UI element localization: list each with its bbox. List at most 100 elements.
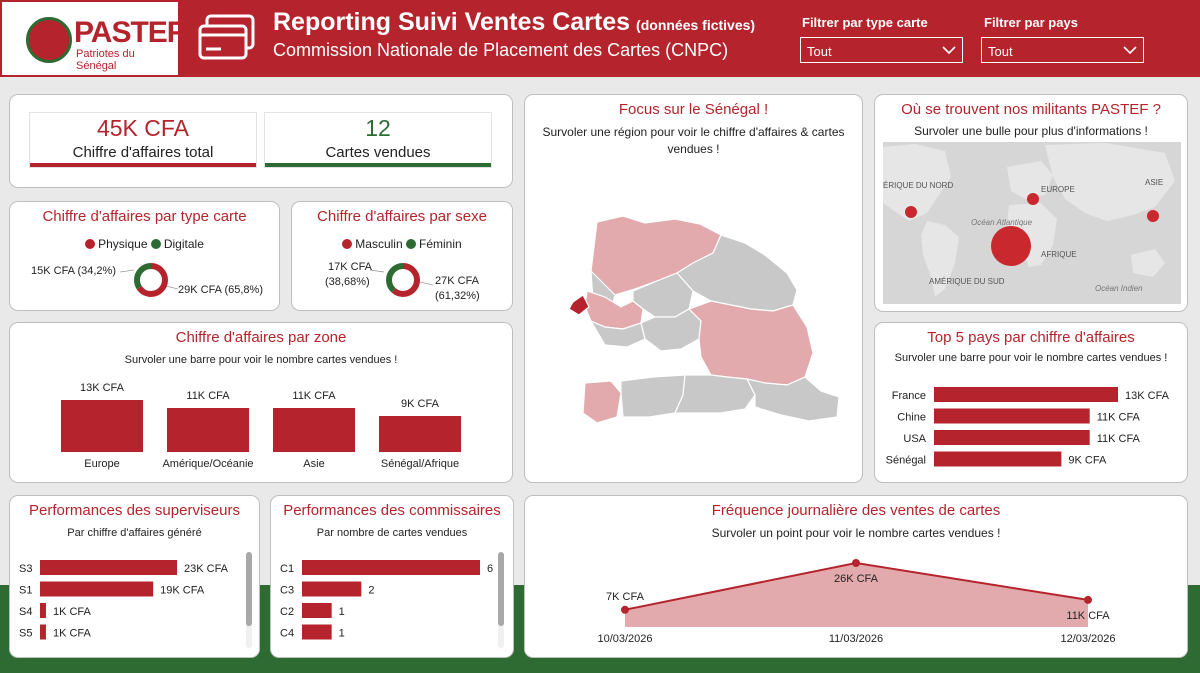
donut-slice-feminin[interactable] xyxy=(386,263,420,297)
kpi-cards-label: Cartes vendues xyxy=(325,144,431,161)
legend-dot-icon xyxy=(406,239,416,249)
senegal-region-map[interactable] xyxy=(525,95,864,484)
filter-country-select[interactable]: Tout xyxy=(981,37,1144,63)
revenue-by-sex-donut[interactable] xyxy=(292,202,514,312)
militants-location-title: Où se trouvent nos militants PASTEF ? xyxy=(901,101,1161,118)
revenue-by-zone-subtitle: Survoler une barre pour voir le nombre c… xyxy=(124,354,398,366)
top5-category-label: France xyxy=(892,390,926,402)
top5-value-label: 11K CFA xyxy=(1097,433,1141,445)
supervisor-category-label: S5 xyxy=(19,628,32,640)
revenue-by-type-panel: Chiffre d'affaires par type carte Physiq… xyxy=(9,201,280,311)
legend-dot-icon xyxy=(342,239,353,249)
zone-bar-3[interactable] xyxy=(379,416,461,452)
top5-value-label: 9K CFA xyxy=(1068,455,1107,467)
supervisors-scrollbar[interactable] xyxy=(246,552,252,648)
revenue-by-sex-panel: Chiffre d'affaires par sexe Masculin Fém… xyxy=(291,201,513,311)
supervisor-category-label: S4 xyxy=(19,606,32,618)
bubble-senegal[interactable] xyxy=(991,226,1031,266)
revenue-by-type-donut[interactable] xyxy=(10,202,281,312)
revenue-by-sex-legend: Masculin Féminin xyxy=(292,237,512,251)
logo-emblem-icon xyxy=(26,17,72,63)
logo: PASTEF Patriotes du Sénégal xyxy=(2,2,185,75)
militants-location-subtitle: Survoler une bulle pour plus d'informati… xyxy=(914,124,1148,138)
commissioner-value-label: 1 xyxy=(339,606,345,618)
supervisor-category-label: S1 xyxy=(19,585,32,597)
top5-countries-subtitle: Survoler une barre pour voir le nombre c… xyxy=(894,352,1168,364)
legend-dot-icon xyxy=(150,239,161,249)
supervisor-bar-0[interactable] xyxy=(40,560,177,575)
supervisors-panel: Performances des superviseurs Par chiffr… xyxy=(9,495,260,658)
legend-item-masculin[interactable]: Masculin xyxy=(342,237,403,251)
top5-countries-chart: France 13K CFA Chine 11K CFA USA 11K CFA Sénég… xyxy=(886,387,1170,467)
legend-item-physique[interactable]: Physique xyxy=(85,237,148,251)
supervisor-value-label: 19K CFA xyxy=(160,585,205,597)
top5-bar-1[interactable] xyxy=(934,408,1090,424)
top5-bar-0[interactable] xyxy=(934,387,1118,402)
map-label-south-america: AMÉRIQUE DU SUD xyxy=(929,277,1005,286)
bubble-usa[interactable] xyxy=(905,206,917,218)
commissioner-bar-0[interactable] xyxy=(302,560,480,575)
commissioner-category-label: C1 xyxy=(280,563,294,575)
supervisors-chart: S3 23K CFA S1 19K CFA S4 1K CFA S5 1K CFA xyxy=(19,560,229,640)
commissioners-scroll-thumb[interactable] xyxy=(498,552,504,626)
zone-bar-value-label: 13K CFA xyxy=(80,382,125,394)
credit-card-icon xyxy=(198,14,255,60)
bubble-france[interactable] xyxy=(1027,193,1039,205)
map-region-dakar[interactable] xyxy=(568,294,590,316)
commissioner-bar-1[interactable] xyxy=(302,581,362,597)
commissioner-bar-3[interactable] xyxy=(302,624,332,640)
map-region-kedougou[interactable] xyxy=(745,376,840,422)
supervisors-subtitle: Par chiffre d'affaires généré xyxy=(67,527,202,539)
militants-location-panel: Où se trouvent nos militants PASTEF ? Su… xyxy=(874,94,1188,312)
frequency-date-label: 10/03/2026 xyxy=(597,633,652,645)
donut-slice-digitale[interactable] xyxy=(134,263,168,297)
frequency-area xyxy=(625,563,1088,627)
top5-bar-3[interactable] xyxy=(934,451,1062,467)
bubble-china[interactable] xyxy=(1147,210,1159,222)
daily-frequency-subtitle: Survoler un point pour voir le nombre ca… xyxy=(711,526,1001,540)
donut-label-digitale: 15K CFA (34,2%) xyxy=(31,265,116,277)
map-label-atlantic: Océan Atlantique xyxy=(971,218,1033,227)
zone-bar-2[interactable] xyxy=(273,408,355,452)
map-region-ziguinchor[interactable] xyxy=(582,380,622,424)
supervisor-category-label: S3 xyxy=(19,563,32,575)
zone-bar-0[interactable] xyxy=(61,400,143,452)
commissioner-bar-2[interactable] xyxy=(302,603,332,618)
zone-bar-value-label: 11K CFA xyxy=(186,390,230,402)
kpi-revenue-card: 45K CFA Chiffre d'affaires total xyxy=(29,112,257,168)
legend-item-digitale[interactable]: Digitale xyxy=(150,237,204,251)
supervisor-bar-3[interactable] xyxy=(40,624,46,640)
map-label-indian-ocean: Océan Indien xyxy=(1095,284,1143,293)
commissioners-scrollbar[interactable] xyxy=(498,552,504,648)
frequency-point-1[interactable] xyxy=(852,559,860,567)
world-bubble-map[interactable]: ÉRIQUE DU NORD EUROPE ASIE Océan Atlanti… xyxy=(875,95,1189,313)
commissioners-chart: C1 6 C3 2 C2 1 C4 1 xyxy=(280,560,493,640)
daily-frequency-chart: 7K CFA 10/03/2026 26K CFA 11/03/2026 11K CFA… xyxy=(597,559,1116,645)
frequency-point-0[interactable] xyxy=(621,605,629,614)
supervisors-scroll-thumb[interactable] xyxy=(246,552,252,626)
title-note: (données fictives) xyxy=(636,17,756,33)
kpi-revenue-value: 45K CFA xyxy=(96,115,190,141)
frequency-value-label: 11K CFA xyxy=(1066,610,1110,622)
commissioner-category-label: C3 xyxy=(280,585,294,597)
filter-type-select[interactable]: Tout xyxy=(800,37,963,63)
zone-bar-category-label: Sénégal/Afrique xyxy=(381,458,459,470)
frequency-point-2[interactable] xyxy=(1084,595,1092,604)
map-label-north-america: ÉRIQUE DU NORD xyxy=(883,181,953,190)
daily-frequency-title: Fréquence journalière des ventes de cart… xyxy=(711,502,1001,519)
map-region-kolda[interactable] xyxy=(674,374,756,414)
supervisor-bar-1[interactable] xyxy=(40,581,154,597)
filter-type-label: Filtrer par type carte xyxy=(802,15,928,30)
header-bar: PASTEF Patriotes du Sénégal Reporting Su… xyxy=(0,0,1200,77)
zone-bar-value-label: 9K CFA xyxy=(401,398,440,410)
legend-item-feminin[interactable]: Féminin xyxy=(406,237,462,251)
top5-bar-2[interactable] xyxy=(934,430,1090,445)
zone-bar-1[interactable] xyxy=(167,408,249,452)
top5-countries-panel: Top 5 pays par chiffre d'affaires Survol… xyxy=(874,322,1188,483)
map-region-tambacounda[interactable] xyxy=(687,300,814,386)
chevron-down-icon xyxy=(942,46,956,55)
revenue-by-type-title: Chiffre d'affaires par type carte xyxy=(42,208,247,225)
supervisor-bar-2[interactable] xyxy=(40,603,46,618)
revenue-by-type-legend: Physique Digitale xyxy=(10,237,279,251)
page-title: Reporting Suivi Ventes Cartes (données fi… xyxy=(273,8,756,36)
